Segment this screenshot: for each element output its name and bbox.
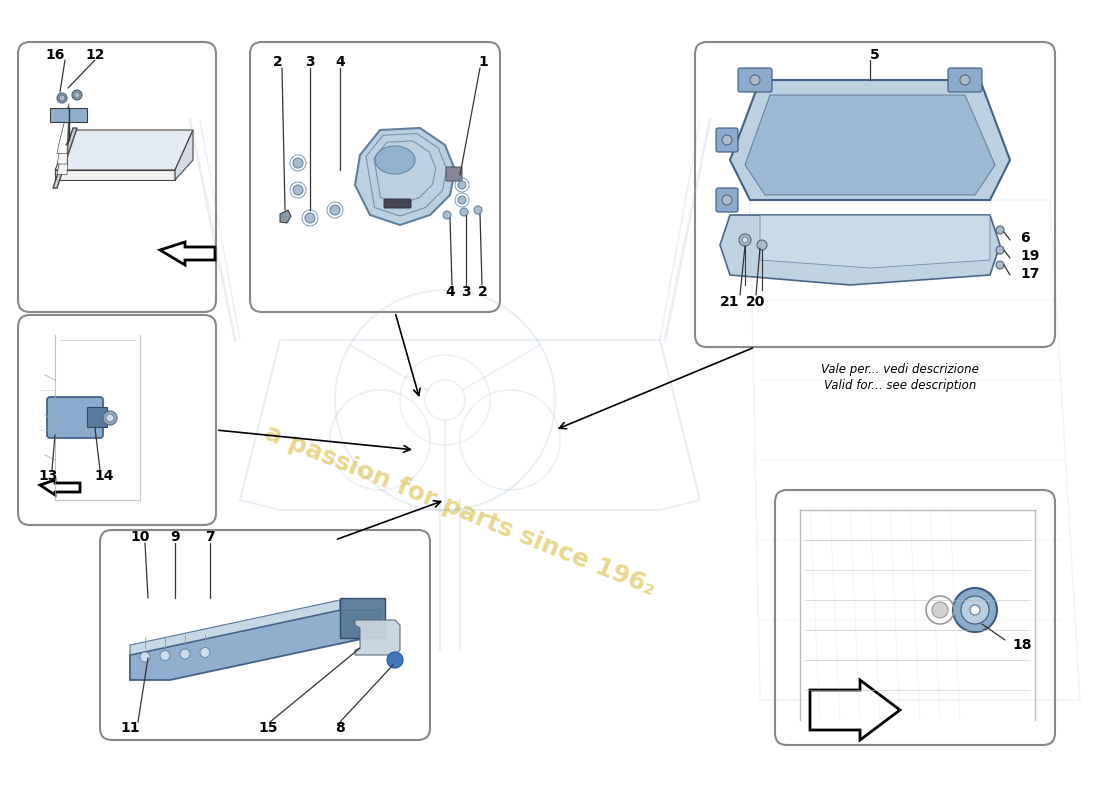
FancyBboxPatch shape xyxy=(738,68,772,92)
Polygon shape xyxy=(130,610,380,680)
Circle shape xyxy=(293,158,303,168)
Text: a passion for parts since 196₂: a passion for parts since 196₂ xyxy=(261,420,659,600)
Polygon shape xyxy=(57,125,69,174)
Circle shape xyxy=(140,652,150,662)
Circle shape xyxy=(757,240,767,250)
Circle shape xyxy=(458,196,466,204)
Circle shape xyxy=(57,93,67,103)
Polygon shape xyxy=(810,680,900,740)
Text: 19: 19 xyxy=(1020,249,1040,263)
Circle shape xyxy=(458,181,466,189)
FancyBboxPatch shape xyxy=(446,167,462,181)
Text: 5: 5 xyxy=(870,48,880,62)
Polygon shape xyxy=(730,80,1010,200)
Polygon shape xyxy=(175,130,192,180)
Circle shape xyxy=(750,75,760,85)
Circle shape xyxy=(200,647,210,658)
Circle shape xyxy=(330,205,340,215)
Text: Valid for... see description: Valid for... see description xyxy=(824,378,976,391)
Polygon shape xyxy=(55,170,175,180)
Circle shape xyxy=(722,195,732,205)
Circle shape xyxy=(996,246,1004,254)
Polygon shape xyxy=(355,620,400,655)
Circle shape xyxy=(74,92,80,98)
Text: 17: 17 xyxy=(1020,267,1040,281)
Circle shape xyxy=(961,596,989,624)
Text: 4: 4 xyxy=(336,55,345,69)
Text: 8: 8 xyxy=(336,721,345,735)
FancyBboxPatch shape xyxy=(948,68,982,92)
Text: 4: 4 xyxy=(446,285,455,299)
Text: 10: 10 xyxy=(130,530,150,544)
FancyBboxPatch shape xyxy=(384,199,411,208)
Text: 12: 12 xyxy=(86,48,104,62)
Polygon shape xyxy=(57,114,69,164)
Circle shape xyxy=(742,237,748,243)
Polygon shape xyxy=(340,598,385,638)
Polygon shape xyxy=(40,480,80,495)
Circle shape xyxy=(960,75,970,85)
FancyBboxPatch shape xyxy=(87,407,107,427)
Polygon shape xyxy=(53,128,77,188)
Polygon shape xyxy=(130,600,340,655)
FancyBboxPatch shape xyxy=(716,128,738,152)
Polygon shape xyxy=(355,128,455,225)
Text: 1: 1 xyxy=(478,55,488,69)
Ellipse shape xyxy=(375,146,415,174)
Circle shape xyxy=(932,602,948,618)
Text: 7: 7 xyxy=(206,530,214,544)
Text: 3: 3 xyxy=(305,55,315,69)
Circle shape xyxy=(953,588,997,632)
Text: 11: 11 xyxy=(120,721,140,735)
Circle shape xyxy=(59,95,65,101)
Polygon shape xyxy=(50,108,87,122)
Circle shape xyxy=(996,261,1004,269)
Polygon shape xyxy=(57,103,69,154)
Polygon shape xyxy=(760,215,990,268)
FancyBboxPatch shape xyxy=(716,188,738,212)
Circle shape xyxy=(103,411,117,425)
Polygon shape xyxy=(720,215,1000,285)
Text: 20: 20 xyxy=(746,295,766,309)
Text: 18: 18 xyxy=(1012,638,1032,652)
Circle shape xyxy=(996,226,1004,234)
Text: Vale per... vedi descrizione: Vale per... vedi descrizione xyxy=(821,363,979,377)
Circle shape xyxy=(387,652,403,668)
Polygon shape xyxy=(280,210,292,223)
Circle shape xyxy=(160,650,170,661)
Circle shape xyxy=(474,206,482,214)
Circle shape xyxy=(443,211,451,219)
Polygon shape xyxy=(745,95,996,195)
Text: 15: 15 xyxy=(258,721,277,735)
FancyBboxPatch shape xyxy=(47,397,103,438)
Circle shape xyxy=(722,135,732,145)
Polygon shape xyxy=(160,242,215,265)
Text: 14: 14 xyxy=(95,469,113,483)
Text: 21: 21 xyxy=(720,295,739,309)
Text: 2: 2 xyxy=(478,285,488,299)
Circle shape xyxy=(460,208,467,216)
Text: 9: 9 xyxy=(170,530,179,544)
Polygon shape xyxy=(55,130,192,170)
Circle shape xyxy=(106,414,114,422)
Circle shape xyxy=(180,649,190,659)
Circle shape xyxy=(293,185,303,195)
Text: 2: 2 xyxy=(273,55,283,69)
Text: 16: 16 xyxy=(45,48,65,62)
Circle shape xyxy=(739,234,751,246)
Circle shape xyxy=(72,90,82,100)
Circle shape xyxy=(970,605,980,615)
Text: 6: 6 xyxy=(1020,231,1030,245)
Text: 13: 13 xyxy=(39,469,57,483)
Circle shape xyxy=(305,213,315,223)
Text: 3: 3 xyxy=(461,285,471,299)
